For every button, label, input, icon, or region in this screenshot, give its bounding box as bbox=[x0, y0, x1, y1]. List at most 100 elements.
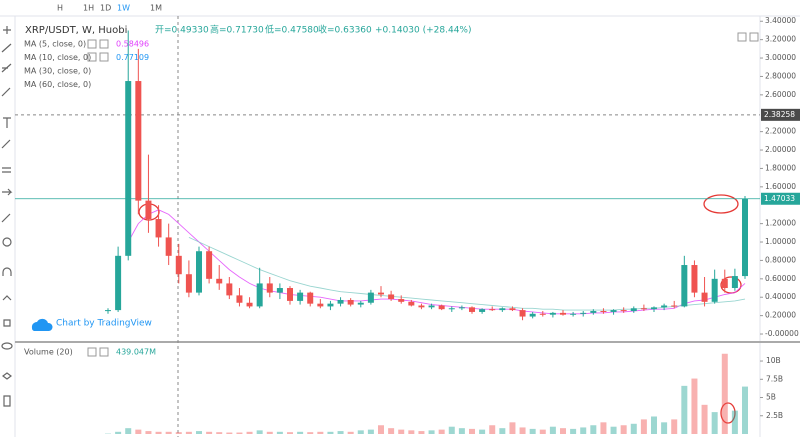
timeframe-button[interactable]: 1D bbox=[100, 4, 111, 13]
volume-bar bbox=[711, 412, 718, 434]
timeframe-button[interactable]: H bbox=[57, 4, 63, 13]
y-tick-label: 0.40000 bbox=[765, 292, 796, 301]
candle-body bbox=[438, 305, 445, 310]
volume-bar bbox=[630, 423, 637, 434]
volume-bar bbox=[701, 404, 708, 434]
candle-body bbox=[731, 276, 738, 289]
volume-bar bbox=[337, 431, 344, 434]
watermark: Chart by TradingView bbox=[56, 319, 152, 329]
volume-bar bbox=[671, 419, 678, 434]
candle-body bbox=[297, 292, 304, 301]
volume-bar bbox=[519, 427, 526, 434]
ohlc-value: 低=0.47580 bbox=[265, 24, 319, 36]
volume-bar bbox=[610, 426, 617, 434]
volume-bar bbox=[590, 425, 597, 434]
volume-bar bbox=[175, 432, 182, 434]
candle-body bbox=[529, 313, 536, 317]
candle-body bbox=[327, 303, 334, 307]
volume-bar bbox=[135, 429, 142, 434]
candle-body bbox=[742, 198, 748, 277]
volume-bar bbox=[327, 431, 334, 434]
last-price-label: 1.47033 bbox=[764, 194, 795, 203]
drawing-tools[interactable] bbox=[1, 26, 13, 407]
timeframe-button[interactable]: 1M bbox=[150, 4, 162, 13]
candle-body bbox=[458, 307, 465, 309]
candle-body bbox=[287, 288, 293, 301]
crosshair-price-box bbox=[761, 108, 800, 121]
candle-body bbox=[145, 200, 152, 220]
candle-body bbox=[135, 81, 142, 201]
volume-bar bbox=[266, 431, 273, 434]
candle-body bbox=[196, 251, 202, 293]
candle-body bbox=[681, 265, 688, 307]
timeframe-button[interactable]: 1W bbox=[117, 4, 130, 13]
candle-body bbox=[691, 265, 698, 293]
volume-bar bbox=[489, 425, 496, 434]
ma-legend-value: 0.58496 bbox=[116, 40, 149, 49]
volume-value: 439.047M bbox=[116, 348, 156, 357]
candle-body bbox=[337, 299, 344, 304]
volume-bar bbox=[398, 429, 405, 434]
candle-body bbox=[357, 302, 364, 305]
y-tick-label: 10B bbox=[766, 356, 781, 365]
y-tick-label: 7.5B bbox=[766, 374, 783, 383]
volume-bar bbox=[448, 426, 455, 434]
candle-body bbox=[570, 313, 577, 315]
volume-bar bbox=[236, 432, 243, 434]
pane-controls[interactable] bbox=[87, 32, 759, 357]
volume-bar bbox=[226, 432, 233, 434]
volume-bar bbox=[165, 431, 172, 434]
volume-bar bbox=[651, 416, 657, 434]
candle-body bbox=[519, 310, 526, 317]
volume-bar bbox=[479, 429, 486, 434]
symbol-title: XRP/USDT, W, Huobi bbox=[25, 25, 127, 36]
y-tick-label: 2.5B bbox=[766, 411, 783, 420]
candle-body bbox=[246, 302, 253, 307]
volume-bar bbox=[570, 428, 577, 434]
volume-bar bbox=[367, 429, 374, 434]
candle-body bbox=[206, 251, 213, 279]
volume-bar bbox=[731, 410, 738, 434]
candle-body bbox=[499, 308, 506, 311]
candle-body bbox=[428, 305, 435, 308]
volume-bar bbox=[509, 422, 516, 434]
ma-legend-name: MA (5, close, 0) bbox=[24, 40, 86, 49]
volume-bar bbox=[721, 353, 728, 434]
volume-bar bbox=[216, 432, 223, 434]
candle-body bbox=[236, 295, 243, 303]
volume-bar bbox=[388, 428, 395, 434]
y-tick-label: 3.40000 bbox=[765, 16, 796, 25]
volume-bar bbox=[580, 427, 587, 434]
y-tick-label: 2.60000 bbox=[765, 90, 796, 99]
candle-body bbox=[307, 292, 314, 304]
y-tick-label: 1.60000 bbox=[765, 182, 796, 191]
volume-bar bbox=[317, 431, 324, 434]
volume-bar bbox=[661, 422, 668, 434]
volume-bar bbox=[378, 425, 384, 434]
candle-body bbox=[175, 255, 182, 275]
volume-bar bbox=[307, 432, 314, 434]
ma-legend-value: 0.77109 bbox=[116, 53, 149, 62]
volume-bar bbox=[185, 431, 192, 434]
timeframe-button[interactable]: 1H bbox=[83, 4, 94, 13]
y-tick-label: 2.20000 bbox=[765, 127, 796, 136]
candle-body bbox=[469, 307, 475, 312]
candle-body bbox=[367, 292, 374, 303]
volume-bar bbox=[196, 431, 202, 434]
candle-body bbox=[640, 308, 647, 310]
volume-bar bbox=[115, 431, 122, 434]
candle-body bbox=[580, 312, 587, 314]
y-tick-label: 0.60000 bbox=[765, 274, 796, 283]
volume-bar bbox=[287, 432, 293, 434]
candle-body bbox=[408, 301, 415, 306]
volume-bar bbox=[246, 431, 253, 434]
volume-bar bbox=[529, 428, 536, 434]
candle-body bbox=[226, 283, 233, 296]
candle-body bbox=[347, 299, 354, 305]
candle-body bbox=[549, 312, 556, 315]
last-price-box bbox=[761, 192, 800, 205]
y-tick-label: -0.00000 bbox=[765, 329, 799, 338]
volume-bar bbox=[620, 425, 627, 434]
change-value: +0.14030 (+28.44%) bbox=[375, 26, 472, 36]
